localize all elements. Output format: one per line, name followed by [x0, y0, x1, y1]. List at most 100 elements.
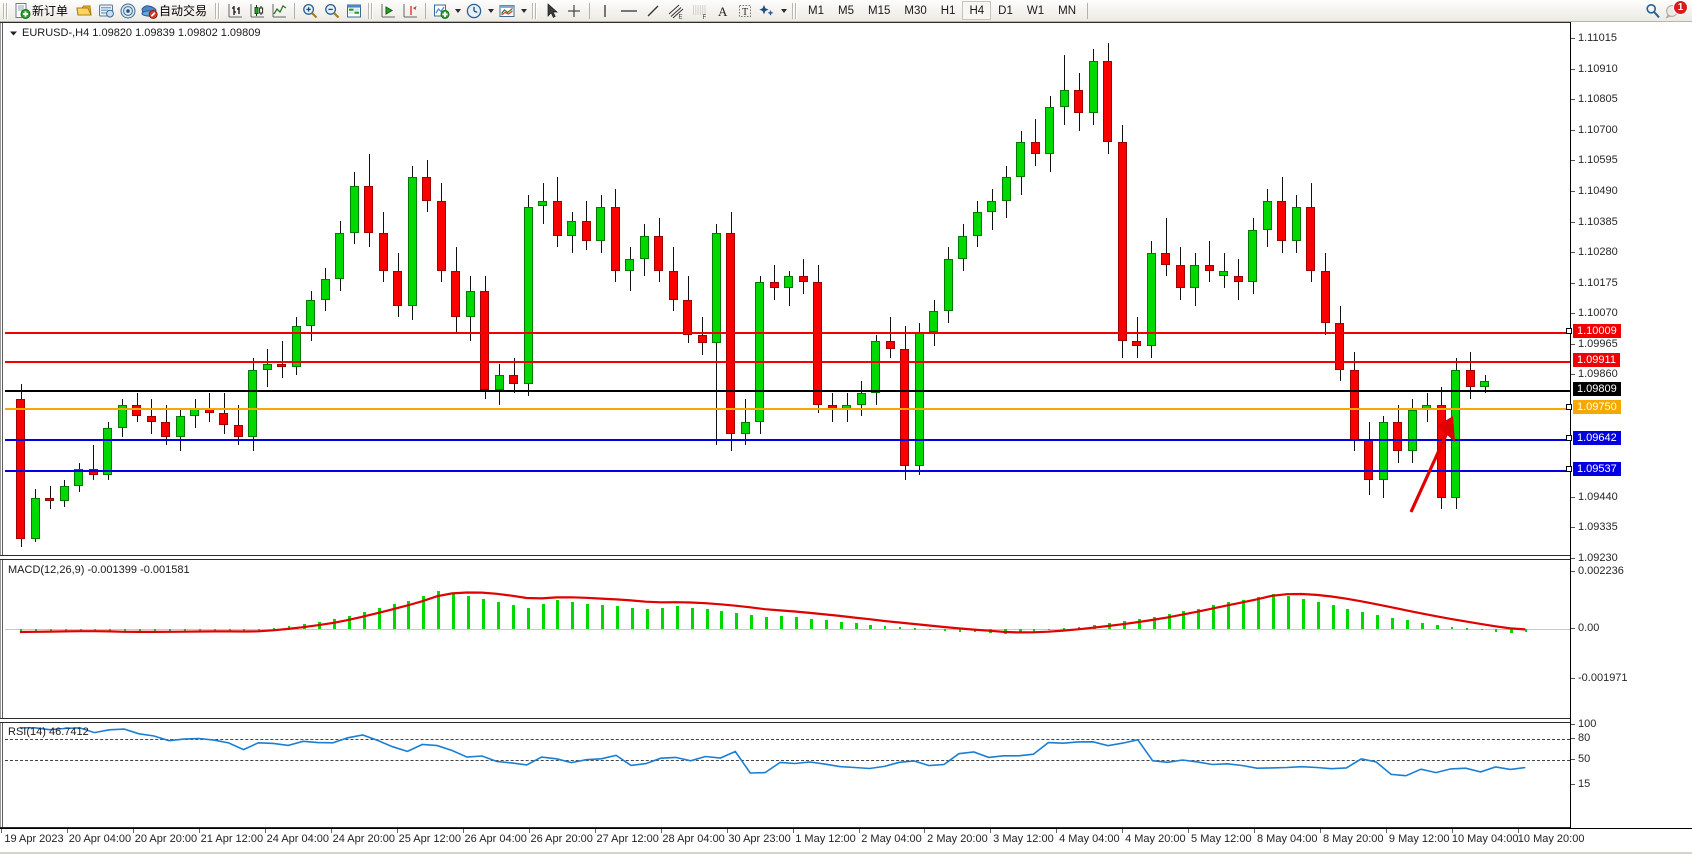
toolbar-grip[interactable] [3, 2, 9, 19]
price-level-handle[interactable] [1566, 465, 1572, 472]
market-watch-button[interactable] [95, 1, 117, 21]
price-pane[interactable]: EURUSD-,H4 1.09820 1.09839 1.09802 1.098… [0, 22, 1570, 556]
autotrading-button[interactable]: 自动交易 [139, 1, 212, 21]
objects-dropdown-caret[interactable] [778, 1, 789, 21]
autotrading-icon [141, 4, 158, 19]
new-order-button[interactable]: 新订单 [12, 1, 73, 21]
templates-dropdown-caret[interactable] [518, 1, 529, 21]
macd-axis-tick [1571, 571, 1575, 572]
candle-body [1292, 206, 1301, 242]
price-axis-label: 1.10910 [1578, 62, 1618, 75]
toolbar-grip-4[interactable] [532, 2, 539, 19]
fibonacci-button[interactable]: F [688, 1, 712, 21]
timeframe-h1[interactable]: H1 [940, 4, 956, 17]
support-line[interactable] [5, 438, 1570, 441]
timeframe-m1[interactable]: M1 [808, 4, 825, 17]
price-level-badge[interactable]: 1.09911 [1573, 352, 1620, 367]
text-label-button[interactable]: T [734, 1, 756, 21]
candle-body [625, 258, 634, 271]
line-chart-button[interactable] [268, 1, 290, 21]
price-axis[interactable]: 1.11015 1.10910 1.10805 1.10700 1.10595 1.104… [1566, 22, 1692, 854]
text-label-icon: T [739, 4, 752, 18]
price-level-handle[interactable] [1566, 434, 1572, 441]
horizontal-line-button[interactable] [616, 1, 642, 21]
macd-histogram-bar [616, 605, 619, 629]
objects-button[interactable] [756, 1, 778, 21]
time-axis-tick [1320, 829, 1322, 833]
candle-wick [789, 270, 790, 306]
price-level-badge[interactable]: 1.09537 [1566, 461, 1621, 476]
price-level-badge[interactable]: 1.09642 [1566, 430, 1621, 445]
price-level-badge[interactable]: 1.10009 [1566, 324, 1621, 339]
macd-histogram-bar [661, 608, 664, 629]
notification-button[interactable]: 1 [1664, 0, 1688, 21]
macd-histogram-bar [363, 611, 366, 629]
toolbar-grip-3[interactable] [368, 2, 375, 19]
support-line[interactable] [5, 469, 1570, 472]
ask-line[interactable] [5, 407, 1570, 410]
candlestick-chart-button[interactable] [246, 1, 268, 21]
up-arrow-annotation[interactable] [1395, 408, 1465, 518]
time-axis-label: 8 May 04:00 [1256, 833, 1318, 845]
period-dropdown-caret[interactable] [485, 1, 496, 21]
candle-body [509, 375, 518, 385]
macd-histogram-bar [229, 628, 231, 632]
timeframe-mn[interactable]: MN [1058, 4, 1076, 17]
indicators-button[interactable] [430, 1, 452, 21]
toolbar-grip-2[interactable] [215, 2, 222, 19]
toolbar-grip-5[interactable] [792, 2, 799, 19]
timeframe-m30[interactable]: M30 [904, 4, 927, 17]
data-window-button[interactable] [343, 1, 365, 21]
navigator-button[interactable] [117, 1, 139, 21]
macd-axis-label: 0.00 [1578, 621, 1600, 634]
price-level-handle[interactable] [1566, 328, 1572, 335]
search-button[interactable] [1642, 1, 1664, 21]
macd-histogram-bar [184, 628, 186, 632]
candle-wick [151, 398, 152, 434]
resistance-line[interactable] [5, 332, 1570, 335]
zoom-in-button[interactable] [299, 1, 321, 21]
chart-shift-button[interactable] [399, 1, 421, 21]
trendline-button[interactable] [642, 1, 664, 21]
chart-container[interactable]: EURUSD-,H4 1.09820 1.09839 1.09802 1.098… [0, 22, 1692, 854]
equidistant-channel-button[interactable]: E [664, 1, 688, 21]
price-level-handle[interactable] [1566, 403, 1572, 410]
timeframe-m15[interactable]: M15 [868, 4, 891, 17]
price-axis-label: 1.09965 [1578, 337, 1618, 350]
macd-pane[interactable]: MACD(12,26,9) -0.001399 -0.001581 [0, 559, 1570, 719]
text-button[interactable]: A [712, 1, 734, 21]
period-button[interactable] [463, 1, 485, 21]
bid-line[interactable] [5, 390, 1570, 393]
macd-histogram-bar [944, 628, 946, 631]
profiles-button[interactable] [73, 1, 95, 21]
bar-chart-button[interactable] [224, 1, 246, 21]
candle-body [1263, 200, 1272, 230]
chevron-down-icon[interactable] [9, 29, 18, 38]
resistance-line[interactable] [5, 360, 1570, 363]
timeframe-d1[interactable]: D1 [998, 4, 1013, 17]
crosshair-button[interactable] [563, 1, 585, 21]
macd-histogram-bar [1033, 628, 1035, 632]
macd-histogram-bar [1406, 620, 1409, 629]
rsi-pane[interactable]: RSI(14) 46.7412 [0, 722, 1570, 828]
time-axis[interactable]: 19 Apr 2023 20 Apr 04:00 20 Apr 20:00 21 Ap… [0, 828, 1692, 854]
indicators-dropdown-caret[interactable] [452, 1, 463, 21]
time-axis-label: 24 Apr 20:00 [332, 833, 395, 845]
candle-body [1060, 89, 1069, 108]
channel-icon: E [668, 4, 684, 20]
timeframe-h4[interactable]: H4 [962, 1, 992, 20]
auto-scroll-button[interactable] [377, 1, 399, 21]
price-level-badge[interactable]: 1.09750 [1566, 399, 1621, 414]
zoom-out-button[interactable] [321, 1, 343, 21]
time-axis-label: 10 May 04:00 [1451, 833, 1519, 845]
timeframe-w1[interactable]: W1 [1026, 4, 1045, 17]
vertical-line-button[interactable] [594, 1, 616, 21]
timeframe-m5[interactable]: M5 [838, 4, 854, 17]
time-axis-tick [132, 829, 134, 833]
templates-button[interactable] [496, 1, 518, 21]
candle-body [277, 363, 286, 367]
candle-body [1379, 422, 1388, 481]
cursor-button[interactable] [541, 1, 563, 21]
macd-histogram-bar [1272, 593, 1275, 629]
price-level-badge[interactable]: 1.09809 [1573, 382, 1621, 397]
